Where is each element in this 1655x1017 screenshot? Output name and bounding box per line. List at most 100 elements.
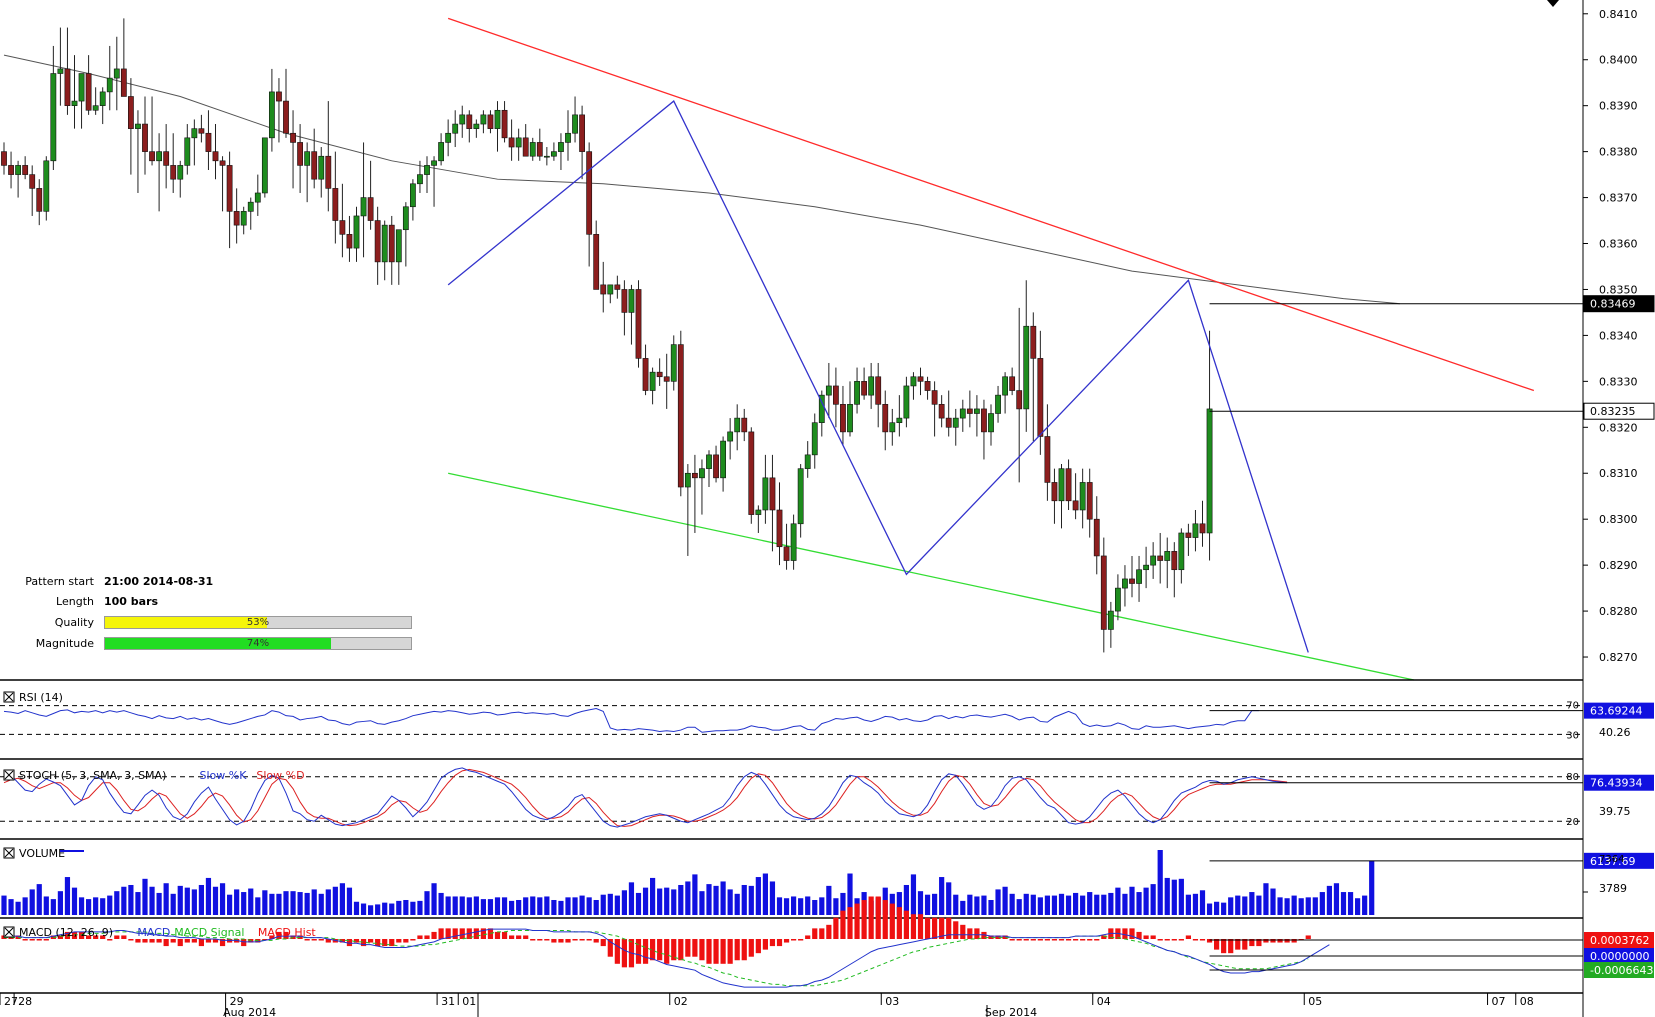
macd-hist-bar [1235,939,1241,950]
quality-bar-text: 53% [246,617,270,628]
volume-bar [727,889,733,915]
macd-hist-bar [29,939,35,941]
macd-hist-bar [685,939,691,957]
volume-bar [1016,899,1022,915]
macd-hist-bar [304,939,310,941]
volume-value-box [1584,852,1654,869]
volume-bar [15,901,21,915]
macd-hist-bar [910,914,917,939]
candle [762,477,769,511]
volume-bar [255,897,261,915]
volume-bar [664,887,670,915]
macd-hist-bar [283,931,289,939]
candle [311,151,318,180]
candle [191,128,198,139]
volume-bar [769,881,776,915]
macd-hist-bar [1214,939,1220,950]
candle [219,160,226,166]
volume-bar [227,894,233,915]
candle [896,417,903,424]
volume-bar [833,898,839,915]
macd-hist-bar [389,939,395,947]
macd-hist-bar [459,928,465,939]
candle [409,183,416,208]
stoch-value-box [1584,774,1654,791]
macd-hist-bar [727,939,733,964]
candle [572,114,578,134]
macd-hist-bar [1030,939,1036,941]
candle [473,123,480,129]
macd-hist-bar [1270,939,1276,943]
volume-bar [826,885,832,915]
macd-hist-bar [1284,939,1290,943]
volume-bar [685,881,691,915]
day-label: 31 [441,995,455,1008]
macd-hist-bar [410,939,416,941]
volume-bar [917,891,924,915]
macd-hist-bar [184,939,190,943]
rsi-close-icon-x2 [4,692,14,702]
volume-bar [487,899,494,915]
macd-hist-bar [1206,939,1213,943]
volume-bar [593,899,599,915]
length-value: 100 bars [104,595,159,608]
macd-value-box [1584,962,1654,978]
volume-bar [1044,895,1050,915]
price-tick-label: 0.8330 [1599,375,1638,388]
volume-bar [671,889,677,915]
volume-bar [1164,877,1170,915]
volume-bar [635,892,642,915]
volume-bar [1073,892,1079,915]
resistance-line [447,17,1535,392]
pattern-start-label: Pattern start [25,575,94,588]
macd-hist-bar [868,896,874,939]
macd-hist-bar [1249,939,1255,947]
volume-bar [1355,898,1361,915]
volume-bar [621,890,627,915]
candle [120,68,127,97]
candle [198,128,205,134]
macd-hist-bar [375,939,381,947]
macd-hist-bar [621,939,627,968]
volume-label: VOLUME [19,847,65,860]
day-label: 07 [1492,995,1506,1008]
volume-bar [156,892,162,915]
volume-bar [8,899,14,915]
month-label: Aug 2014 [223,1006,276,1017]
volume-bar [1192,893,1199,915]
candle [78,73,85,102]
pattern-zigzag [447,100,1309,653]
stoch-legend-item: Slow %K [200,769,248,782]
candle [1051,482,1058,502]
macd-hist-bar [572,939,578,941]
volume-bar [248,888,254,915]
macd-hist-bar [1065,939,1072,941]
candle [1185,532,1192,538]
macd-hist-bar [840,910,846,939]
volume-bar [1199,890,1206,915]
candle [776,509,783,548]
rsi-value-box [1584,702,1654,719]
macd-hist-bar [896,907,902,939]
candle [558,142,564,152]
volume-bar [50,899,56,915]
volume-bar [1115,887,1121,915]
volume-bar [1143,887,1149,915]
candle [755,509,762,515]
price-tick-label: 0.8290 [1599,559,1638,572]
candle [332,188,339,221]
candle [889,422,896,433]
macd-hist-bar [431,931,437,939]
macd-hist-bar [276,931,282,939]
candle [381,224,388,263]
candle [628,289,635,313]
month-label: Sep 2014 [985,1006,1037,1017]
volume-bar [22,897,28,915]
volume-bar [783,898,790,915]
macd-hist-bar [1087,939,1093,941]
stoch-axis-label: 39.75 [1599,805,1631,818]
volume-bar [480,899,486,915]
candle [565,132,571,143]
volume-bar [1157,850,1163,915]
candle [43,160,50,212]
